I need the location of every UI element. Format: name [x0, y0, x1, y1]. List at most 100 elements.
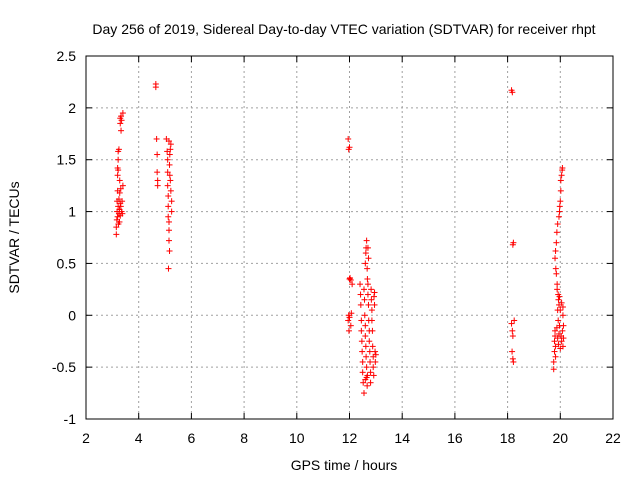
data-point	[372, 348, 379, 355]
data-point	[165, 265, 172, 272]
data-points	[113, 81, 567, 397]
data-point	[372, 351, 379, 358]
data-point	[348, 310, 355, 317]
data-point	[556, 208, 563, 215]
data-point	[119, 110, 126, 117]
data-point	[116, 177, 123, 184]
data-point	[346, 144, 353, 151]
data-point	[559, 312, 566, 319]
data-point	[166, 172, 173, 179]
data-point	[362, 322, 369, 329]
tick-labels: 2 4 6 8 10 12 14 16 18 20 22 -1 -0.5 0 0.5 1 1.5 2 2.5	[52, 48, 621, 446]
data-point	[362, 343, 369, 350]
y-tick-label: -0.5	[52, 359, 76, 375]
data-point	[362, 333, 369, 340]
data-point	[551, 348, 558, 355]
data-point	[346, 314, 353, 321]
data-point	[154, 169, 161, 176]
data-point	[363, 364, 370, 371]
data-point	[368, 317, 375, 324]
x-tick-label: 6	[188, 430, 196, 446]
data-point	[370, 364, 377, 371]
data-point	[153, 135, 160, 142]
data-point	[552, 265, 559, 272]
y-tick-label: 0.5	[57, 255, 77, 271]
data-point	[164, 156, 171, 163]
data-point	[559, 303, 566, 310]
data-point	[371, 289, 378, 296]
data-point	[113, 224, 120, 231]
data-point	[550, 358, 557, 365]
data-point	[554, 221, 561, 228]
data-point	[557, 187, 564, 194]
data-point	[552, 247, 559, 254]
data-point	[360, 390, 367, 397]
data-point	[167, 146, 174, 153]
data-point	[368, 296, 375, 303]
data-point	[363, 353, 370, 360]
x-axis-label: GPS time / hours	[291, 457, 398, 473]
data-point	[553, 324, 560, 331]
data-point	[359, 358, 366, 365]
data-point	[364, 291, 371, 298]
data-point	[358, 327, 365, 334]
grid-lines	[86, 56, 613, 419]
x-tick-label: 10	[289, 430, 305, 446]
data-point	[117, 203, 124, 210]
data-point	[556, 293, 563, 300]
data-point	[115, 196, 122, 203]
data-point	[557, 198, 564, 205]
data-point	[359, 369, 366, 376]
data-point	[117, 185, 124, 192]
data-point	[117, 120, 124, 127]
data-point	[357, 281, 364, 288]
data-point	[555, 296, 562, 303]
data-point	[367, 379, 374, 386]
data-point	[164, 148, 171, 155]
y-tick-label: 2	[68, 100, 76, 116]
data-point	[166, 161, 173, 168]
data-point	[113, 231, 120, 238]
data-point	[509, 355, 516, 362]
data-point	[119, 182, 126, 189]
y-tick-label: 2.5	[57, 48, 77, 64]
data-point	[154, 151, 161, 158]
data-point	[559, 327, 566, 334]
data-point	[362, 376, 369, 383]
data-point	[368, 286, 375, 293]
x-tick-label: 2	[82, 430, 90, 446]
data-point	[164, 182, 171, 189]
data-point	[114, 213, 121, 220]
data-point	[168, 198, 175, 205]
data-point	[166, 237, 173, 244]
data-point	[366, 338, 373, 345]
data-point	[372, 358, 379, 365]
data-point	[361, 296, 368, 303]
data-point	[553, 239, 560, 246]
x-tick-label: 18	[500, 430, 516, 446]
data-point	[359, 348, 366, 355]
data-point	[551, 338, 558, 345]
data-point	[118, 127, 125, 134]
data-point	[358, 338, 365, 345]
data-point	[554, 286, 561, 293]
data-point	[552, 255, 559, 262]
data-point	[165, 213, 172, 220]
data-point	[116, 189, 123, 196]
data-point	[509, 89, 516, 96]
data-point	[166, 247, 173, 254]
data-point	[557, 177, 564, 184]
data-point	[164, 169, 171, 176]
data-point	[364, 244, 371, 251]
data-point	[364, 382, 371, 389]
data-point	[365, 255, 372, 262]
data-point	[166, 218, 173, 225]
data-point	[167, 187, 174, 194]
data-point	[558, 299, 565, 306]
data-point	[364, 372, 371, 379]
data-point	[357, 291, 364, 298]
data-point	[364, 265, 371, 272]
y-tick-label: 0	[68, 307, 76, 323]
x-tick-label: 22	[605, 430, 621, 446]
